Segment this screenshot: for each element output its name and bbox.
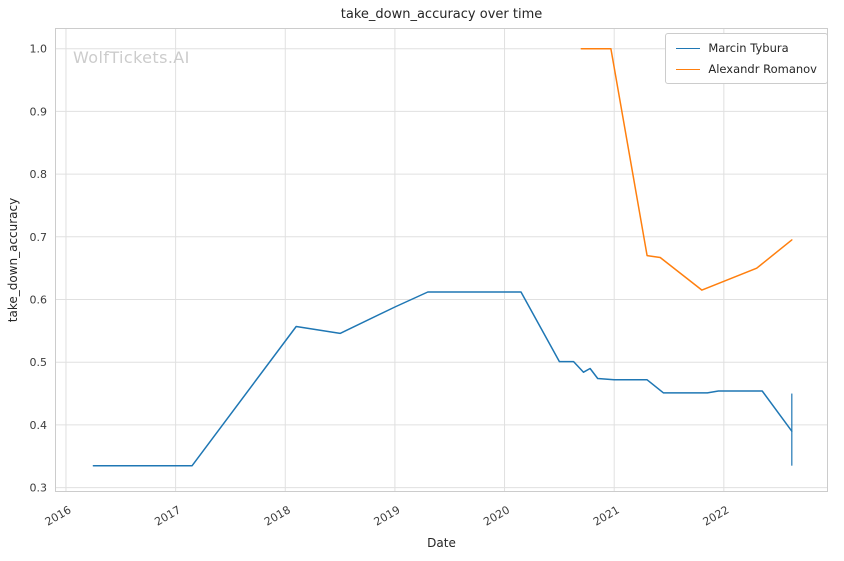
y-tick-label: 0.4 bbox=[30, 419, 48, 432]
y-tick-label: 0.5 bbox=[30, 356, 48, 369]
x-tick-label: 2017 bbox=[152, 503, 183, 528]
y-tick-label: 0.7 bbox=[30, 231, 48, 244]
legend-item-alexandr-romanov: Alexandr Romanov bbox=[676, 62, 817, 76]
x-tick-label: 2021 bbox=[591, 503, 622, 528]
x-tick-label: 2019 bbox=[372, 503, 403, 528]
legend-line-swatch-blue bbox=[676, 47, 701, 49]
x-tick-label: 2016 bbox=[43, 503, 74, 528]
chart-title: take_down_accuracy over time bbox=[340, 7, 543, 22]
watermark: WolfTickets.AI bbox=[73, 48, 190, 67]
y-axis-label: take_down_accuracy bbox=[6, 197, 21, 323]
legend-item-marcin-tybura: Marcin Tybura bbox=[676, 41, 817, 55]
x-axis-label: Date bbox=[427, 536, 456, 550]
y-tick-label: 1.0 bbox=[30, 43, 48, 56]
legend-label: Marcin Tybura bbox=[708, 41, 789, 55]
x-tick-label: 2020 bbox=[481, 503, 512, 528]
series-line-marcin-tybura bbox=[92, 291, 793, 467]
plot-border bbox=[55, 28, 828, 492]
y-tick-label: 0.3 bbox=[30, 482, 48, 495]
y-tick-label: 0.9 bbox=[30, 105, 48, 118]
x-tick-label: 2022 bbox=[701, 503, 732, 528]
x-tick-label: 2018 bbox=[262, 503, 293, 528]
legend-line-swatch-orange bbox=[676, 68, 701, 70]
y-tick-label: 0.6 bbox=[30, 294, 48, 307]
legend: Marcin Tybura Alexandr Romanov bbox=[665, 33, 828, 84]
series-line-alexandr-romanov bbox=[580, 47, 793, 291]
y-tick-label: 0.8 bbox=[30, 168, 48, 181]
legend-label: Alexandr Romanov bbox=[708, 62, 817, 76]
